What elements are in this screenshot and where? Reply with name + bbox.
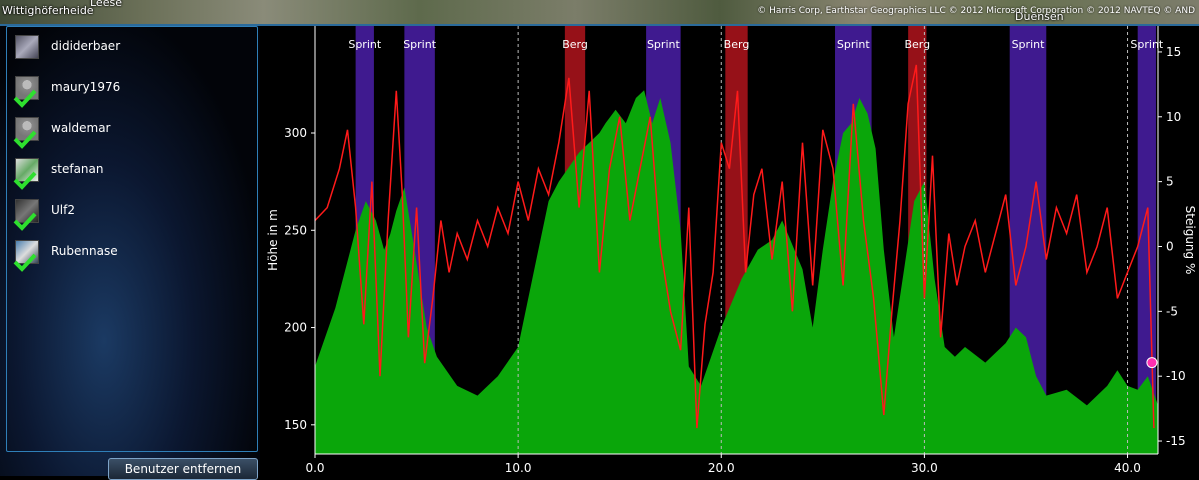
y-right-tick-label: 10 [1166,110,1181,124]
map-place-label: Duensen [1015,10,1064,23]
y-right-tick-label: 15 [1166,45,1181,59]
y-left-tick-label: 200 [284,321,307,335]
gradient-line [314,64,1155,429]
y-left-tick-label: 150 [284,418,307,432]
user-name: Rubennase [51,244,118,258]
segment-label: Sprint [403,38,437,51]
avatar [15,158,39,182]
y-right-tick-label: 0 [1166,239,1174,253]
check-icon [13,171,37,190]
user-name: waldemar [51,121,111,135]
check-icon [13,212,37,231]
map-strip[interactable]: Wittighöferheide Leese Duensen © Harris … [0,0,1199,26]
segment-label: Sprint [647,38,681,51]
user-list[interactable]: dididerbaer maury1976 waldemar stefanan … [6,26,258,452]
y-axis-right-label: Steigung % [1183,206,1197,275]
user-name: dididerbaer [51,39,121,53]
y-right-tick-label: 5 [1166,175,1174,189]
x-tick-label: 40.0 [1114,461,1141,475]
elevation-area [315,90,1158,454]
y-left-tick-label: 300 [284,126,307,140]
segment-label: Sprint [1130,38,1164,51]
user-list-item[interactable]: dididerbaer [13,33,243,67]
avatar [15,35,39,59]
map-attribution: © Harris Corp, Earthstar Geographics LLC… [757,6,1195,16]
user-list-item[interactable]: stefanan [13,156,243,190]
check-icon [13,130,37,149]
y-right-tick-label: -10 [1166,369,1186,383]
y-right-tick-label: -5 [1166,304,1178,318]
segment-label: Berg [724,38,750,51]
x-tick-label: 20.0 [708,461,735,475]
user-list-item[interactable]: maury1976 [13,74,243,108]
map-place-label: Wittighöferheide [2,4,94,17]
map-place-label: Leese [90,0,122,9]
user-name: stefanan [51,162,104,176]
segment-label: Berg [562,38,588,51]
elevation-profile-chart[interactable]: Sprint Sprint Berg Sprint Berg Sprint Berg Spri… [260,26,1199,476]
segment-label: Sprint [837,38,871,51]
x-tick-label: 10.0 [505,461,532,475]
user-name: maury1976 [51,80,121,94]
user-list-item[interactable]: Ulf2 [13,197,243,231]
check-icon [13,89,37,108]
y-axis-left-label: Höhe in m [266,209,280,271]
check-icon [13,253,37,272]
y-left-tick-label: 250 [284,223,307,237]
elevation-chart-svg[interactable]: Sprint Sprint Berg Sprint Berg Sprint Berg Spri… [260,26,1199,476]
x-tick-label: 0.0 [305,461,324,475]
remove-user-button[interactable]: Benutzer entfernen [108,458,258,480]
user-list-item[interactable]: Rubennase [13,238,243,272]
x-tick-label: 30.0 [911,461,938,475]
avatar [15,199,39,223]
user-list-item[interactable]: waldemar [13,115,243,149]
y-right-tick-label: -15 [1166,434,1186,448]
user-panel: dididerbaer maury1976 waldemar stefanan … [0,26,260,480]
segment-label: Sprint [348,38,382,51]
rider-marker-icon [1146,357,1158,369]
user-name: Ulf2 [51,203,75,217]
segment-label: Sprint [1012,38,1046,51]
segment-label: Berg [904,38,930,51]
